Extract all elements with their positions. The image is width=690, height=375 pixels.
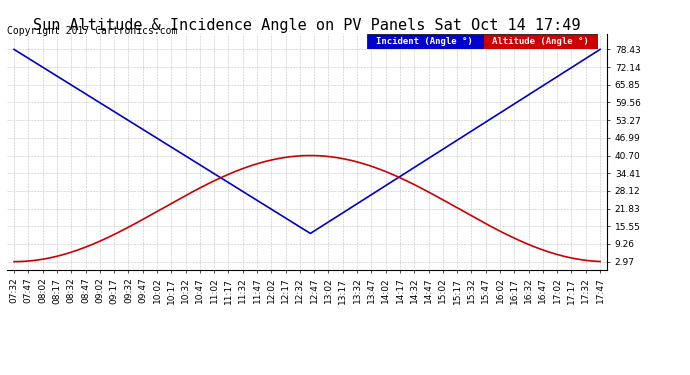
Title: Sun Altitude & Incidence Angle on PV Panels Sat Oct 14 17:49: Sun Altitude & Incidence Angle on PV Pan… <box>33 18 581 33</box>
Text: Copyright 2017 Cartronics.com: Copyright 2017 Cartronics.com <box>7 26 177 36</box>
